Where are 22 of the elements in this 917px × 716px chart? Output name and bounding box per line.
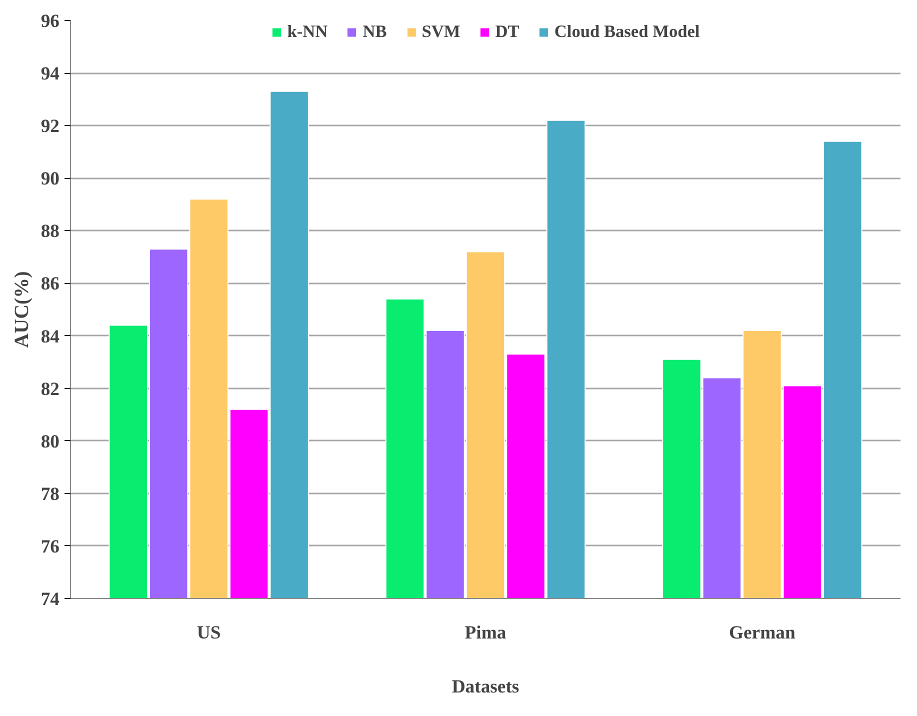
legend-label: k-NN <box>287 22 328 42</box>
y-tick-label: 96 <box>40 11 60 32</box>
y-tick-label: 86 <box>40 274 60 295</box>
y-tick-label: 80 <box>40 431 60 452</box>
x-tick-label: German <box>729 622 796 644</box>
y-tick-label: 78 <box>40 484 60 505</box>
y-tick-label: 88 <box>40 221 60 242</box>
y-tick-label: 90 <box>40 168 60 190</box>
x-tick-label: US <box>196 622 221 644</box>
legend-label: SVM <box>422 22 460 42</box>
y-tick-label: 94 <box>40 64 60 85</box>
x-axis-title: Datasets <box>452 676 520 698</box>
y-tick-label: 74 <box>40 589 60 610</box>
y-tick-label: 92 <box>40 116 60 138</box>
legend-label: NB <box>362 22 387 42</box>
legend-label: DT <box>495 22 520 42</box>
legend-label: Cloud Based Model <box>554 22 700 42</box>
x-tick-label: Pima <box>464 622 507 644</box>
y-tick-label: 84 <box>40 326 60 348</box>
y-axis-title: AUC(%) <box>10 271 33 348</box>
y-tick-label: 76 <box>40 536 60 558</box>
y-tick-label: 82 <box>40 378 60 400</box>
